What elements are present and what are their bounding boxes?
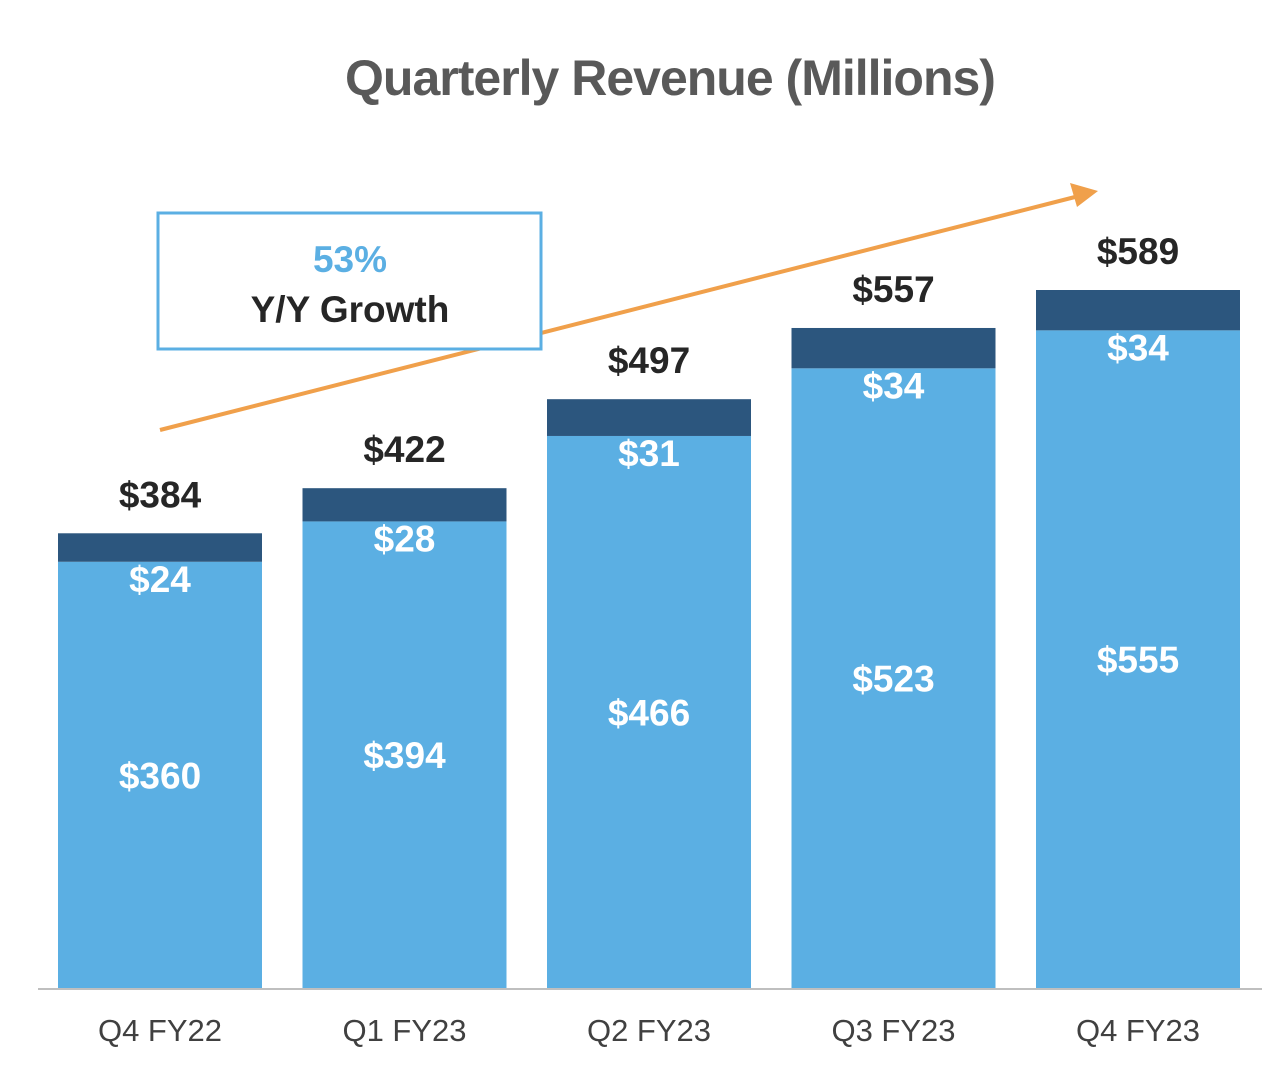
bar-base-value-label: $523: [852, 659, 934, 700]
bar-top-segment: [1036, 290, 1240, 331]
x-tick-label: Q3 FY23: [831, 1013, 955, 1048]
growth-percentage: 53%: [313, 239, 387, 280]
bar-top-value-label: $34: [863, 365, 925, 406]
x-tick-label: Q4 FY23: [1076, 1013, 1200, 1048]
bar-base-value-label: $360: [119, 755, 201, 796]
bar-base-value-label: $394: [363, 735, 446, 776]
bar-top-value-label: $24: [129, 559, 191, 600]
x-tick-label: Q1 FY23: [342, 1013, 466, 1048]
x-tick-label: Q2 FY23: [587, 1013, 711, 1048]
growth-arrow-head: [1070, 183, 1098, 207]
bar-top-value-label: $28: [374, 518, 436, 559]
bar-base-value-label: $555: [1097, 640, 1179, 681]
growth-arrow-line: [159, 195, 1076, 432]
chart-title: Quarterly Revenue (Millions): [345, 50, 995, 106]
x-tick-labels: Q4 FY22 Q1 FY23 Q2 FY23 Q3 FY23 Q4 FY23: [98, 1013, 1200, 1048]
bar-total-label: $557: [852, 269, 934, 310]
bar-top-segment: [791, 327, 996, 369]
bars-layer: $360 $24 $384 $394 $28 $422 $466 $31 $497 $523 $34…: [58, 231, 1240, 989]
bar-top-segment: [547, 399, 751, 436]
growth-annotation: 53% Y/Y Growth: [156, 183, 1098, 432]
bar-base-segment: [302, 521, 507, 989]
growth-box: [156, 211, 543, 351]
growth-label: Y/Y Growth: [251, 289, 450, 330]
bar-base-segment: [547, 435, 751, 989]
bar-base-segment: [791, 368, 996, 989]
bar-base-segment: [58, 561, 262, 989]
x-tick-label: Q4 FY22: [98, 1013, 222, 1048]
bar-total-label: $422: [363, 429, 445, 470]
bar-top-segment: [302, 488, 507, 522]
bar-top-value-label: $34: [1107, 327, 1169, 368]
bar-total-label: $589: [1097, 231, 1179, 272]
bar-total-label: $384: [119, 474, 202, 515]
bar-base-value-label: $466: [608, 692, 690, 733]
bar-top-segment: [58, 533, 262, 562]
bar-top-value-label: $31: [618, 433, 680, 474]
bar-total-label: $497: [608, 340, 690, 381]
bar-base-segment: [1036, 330, 1240, 989]
